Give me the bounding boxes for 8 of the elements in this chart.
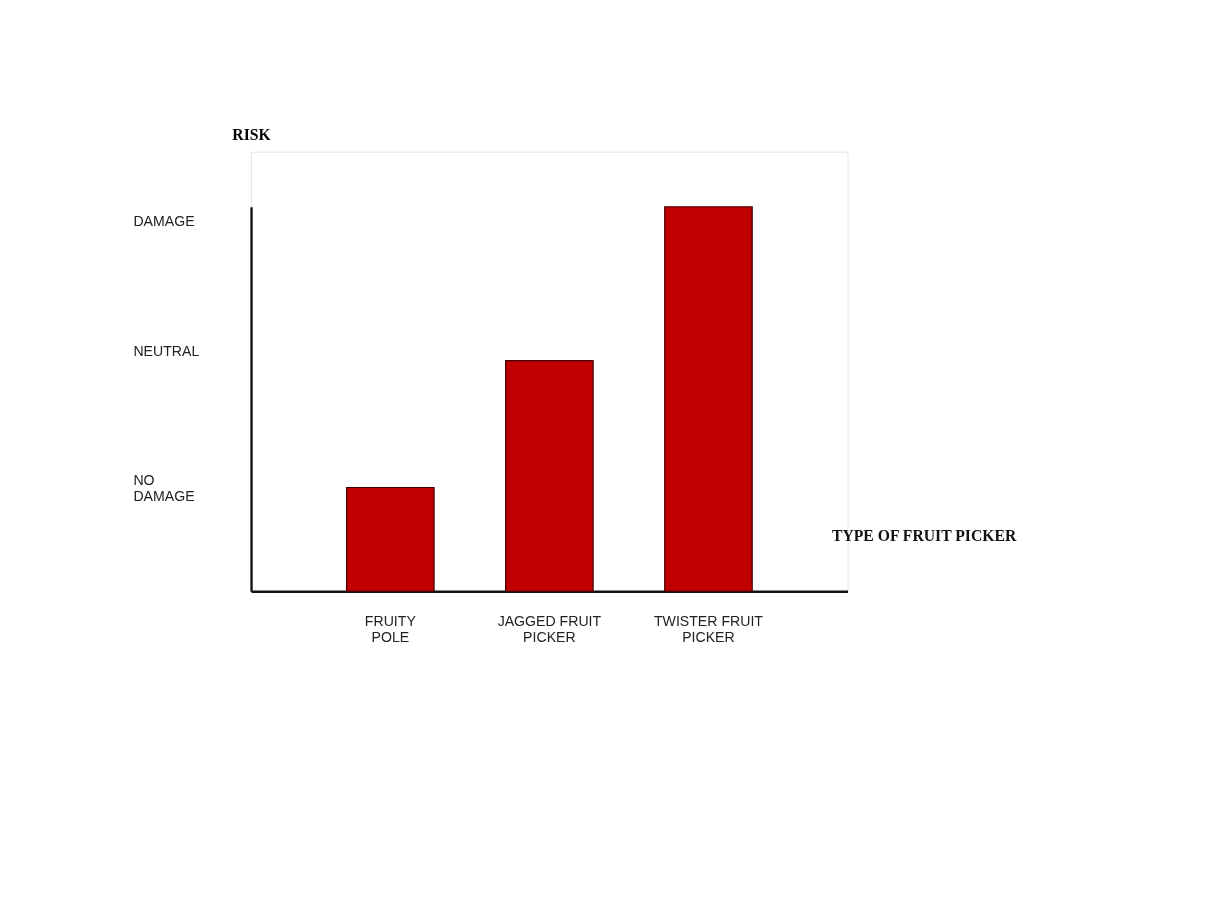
y-axis-title: RISK: [232, 125, 272, 143]
x-axis-title: TYPE OF FRUIT PICKER: [831, 527, 1017, 545]
x-tick-label: TWISTER FRUIT PICKER: [653, 613, 764, 645]
x-tick-label: JAGGED FRUIT PICKER: [497, 613, 602, 645]
text: NEUTRAL: [133, 342, 200, 359]
text: DAMAGE: [133, 213, 195, 230]
x-tick-label: FRUITY POLE: [364, 613, 417, 645]
text: NO DAMAGE: [133, 472, 195, 505]
